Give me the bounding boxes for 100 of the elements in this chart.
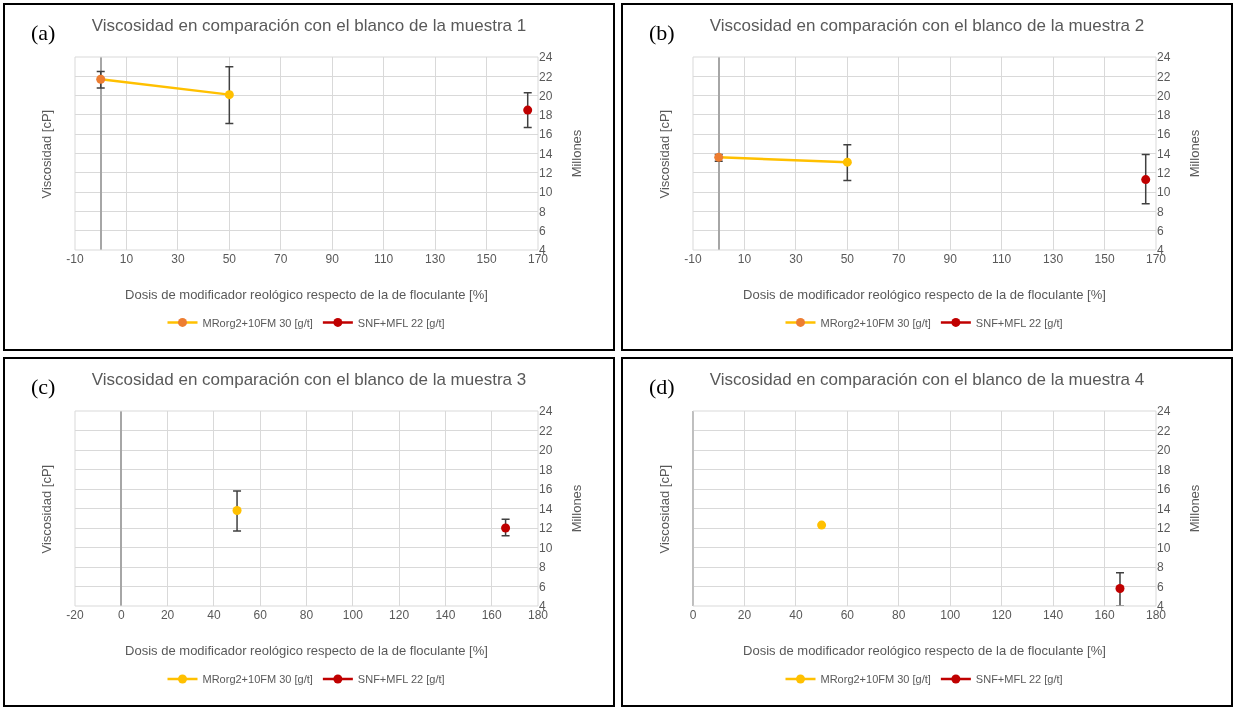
x-tick-label: 0 xyxy=(689,608,697,622)
x-tick-label: 50 xyxy=(840,252,855,266)
y2-tick-label: 16 xyxy=(539,127,553,142)
x-tick-label: 130 xyxy=(1043,252,1064,266)
legend-label: SNF+MFL 22 [g/t] xyxy=(357,673,445,686)
y2-tick-label: 6 xyxy=(539,223,546,238)
x-tick-label: -10 xyxy=(684,252,702,266)
y2-tick-label: 22 xyxy=(539,69,553,84)
y2-axis-title: Millones xyxy=(568,484,584,533)
y2-tick-label: 18 xyxy=(1157,462,1171,477)
point xyxy=(224,90,234,100)
y2-tick-label: 10 xyxy=(1157,540,1171,555)
y2-tick-label: 16 xyxy=(1157,482,1171,497)
x-tick-label: 70 xyxy=(892,252,906,266)
point xyxy=(842,157,852,167)
legend-label: MRorg2+10FM 30 [g/t] xyxy=(820,673,931,686)
x-tick-label: 140 xyxy=(435,608,456,622)
y2-tick-label: 12 xyxy=(539,166,553,180)
x-tick-label: -20 xyxy=(66,608,84,622)
y2-tick-label: 20 xyxy=(539,88,553,103)
x-tick-label: 90 xyxy=(943,252,958,266)
y2-tick-label: 8 xyxy=(1157,560,1164,575)
y-axis-title: Viscosidad [cP] xyxy=(657,464,673,554)
y2-tick-label: 18 xyxy=(539,462,553,477)
x-tick-label: 10 xyxy=(737,252,752,266)
y2-tick-label: 10 xyxy=(539,540,553,555)
y-axis-title: Viscosidad [cP] xyxy=(39,109,55,199)
y2-tick-label: 24 xyxy=(539,404,553,419)
y2-tick-label: 8 xyxy=(539,560,546,575)
y2-tick-label: 22 xyxy=(1157,69,1171,84)
text: (d) xyxy=(649,374,675,399)
y2-tick-label: 14 xyxy=(539,146,553,161)
x-tick-label: 20 xyxy=(737,608,752,622)
x-axis-title: Dosis de modificador reológico respecto de la de floculante [%] xyxy=(125,287,488,302)
x-tick-label: 110 xyxy=(992,252,1012,266)
chart-title: Viscosidad en comparación con el blanco de la muestra 3 xyxy=(91,369,527,389)
y2-tick-label: 10 xyxy=(539,185,553,200)
x-tick-label: 30 xyxy=(789,252,803,266)
chart-title: Viscosidad en comparación con el blanco de la muestra 1 xyxy=(91,15,527,35)
y2-tick-label: 16 xyxy=(539,482,553,497)
x-tick-label: 40 xyxy=(207,608,221,622)
x-tick-label: 160 xyxy=(1094,608,1115,622)
y2-tick-label: 24 xyxy=(539,50,553,65)
legend-label: MRorg2+10FM 30 [g/t] xyxy=(820,316,931,329)
x-tick-label: 60 xyxy=(840,608,855,622)
y2-tick-label: 24 xyxy=(1157,404,1171,419)
y2-tick-label: 20 xyxy=(1157,443,1171,458)
x-tick-label: 110 xyxy=(374,252,394,266)
y2-axis-title: Millones xyxy=(1186,484,1202,533)
y2-tick-label: 12 xyxy=(539,521,553,536)
y-axis-title: Viscosidad [cP] xyxy=(657,109,673,199)
chart-title: Viscosidad en comparación con el blanco de la muestra 2 xyxy=(709,15,1145,35)
legend-label: MRorg2+10FM 30 [g/t] xyxy=(202,316,313,329)
x-tick-label: 40 xyxy=(789,608,803,622)
x-tick-label: 90 xyxy=(325,252,340,266)
y2-tick-label: 14 xyxy=(1157,146,1171,161)
legend-label: SNF+MFL 22 [g/t] xyxy=(357,316,445,329)
y2-tick-label: 14 xyxy=(539,501,553,516)
point xyxy=(96,74,106,84)
y2-tick-label: 20 xyxy=(539,443,553,458)
x-tick-label: 0 xyxy=(117,608,125,622)
x-tick-label: 130 xyxy=(425,252,446,266)
x-tick-label: -10 xyxy=(66,252,84,266)
y2-tick-label: 22 xyxy=(539,423,553,438)
x-tick-label: 10 xyxy=(119,252,134,266)
x-tick-label: 70 xyxy=(274,252,288,266)
x-tick-label: 120 xyxy=(389,608,410,622)
x-tick-label: 150 xyxy=(1094,252,1115,266)
x-tick-label: 150 xyxy=(476,252,497,266)
y2-tick-label: 8 xyxy=(1157,204,1164,219)
x-tick-label: 80 xyxy=(299,608,314,622)
text: (b) xyxy=(649,20,675,45)
legend-label: MRorg2+10FM 30 [g/t] xyxy=(202,673,313,686)
y2-tick-label: 18 xyxy=(1157,108,1171,123)
y2-tick-label: 6 xyxy=(1157,223,1164,238)
text: (a) xyxy=(31,20,56,45)
x-tick-label: 30 xyxy=(171,252,185,266)
y2-tick-label: 6 xyxy=(1157,579,1164,594)
y2-tick-label: 18 xyxy=(539,108,553,123)
x-tick-label: 80 xyxy=(892,608,906,622)
x-tick-label: 100 xyxy=(342,608,364,622)
y2-tick-label: 22 xyxy=(1157,423,1171,438)
y2-axis-title: Millones xyxy=(568,129,584,178)
x-tick-label: 60 xyxy=(253,608,268,622)
legend-label: SNF+MFL 22 [g/t] xyxy=(975,316,1063,329)
y-axis-title: Viscosidad [cP] xyxy=(39,464,55,554)
y2-tick-label: 6 xyxy=(539,579,546,594)
y2-tick-label: 12 xyxy=(1157,166,1171,180)
x-axis-title: Dosis de modificador reológico respecto de la de floculante [%] xyxy=(743,643,1106,658)
legend-label: SNF+MFL 22 [g/t] xyxy=(975,673,1063,686)
chart-title: Viscosidad en comparación con el blanco de la muestra 4 xyxy=(709,369,1145,389)
x-tick-label: 120 xyxy=(991,608,1012,622)
x-axis-title: Dosis de modificador reológico respecto de la de floculante [%] xyxy=(125,643,488,658)
y2-tick-label: 10 xyxy=(1157,185,1171,200)
y2-tick-label: 8 xyxy=(539,204,546,219)
x-axis-title: Dosis de modificador reológico respecto de la de floculante [%] xyxy=(743,287,1106,302)
y2-axis-title: Millones xyxy=(1186,129,1202,178)
x-tick-label: 140 xyxy=(1043,608,1064,622)
y2-tick-label: 24 xyxy=(1157,50,1171,65)
text: (c) xyxy=(31,374,56,399)
